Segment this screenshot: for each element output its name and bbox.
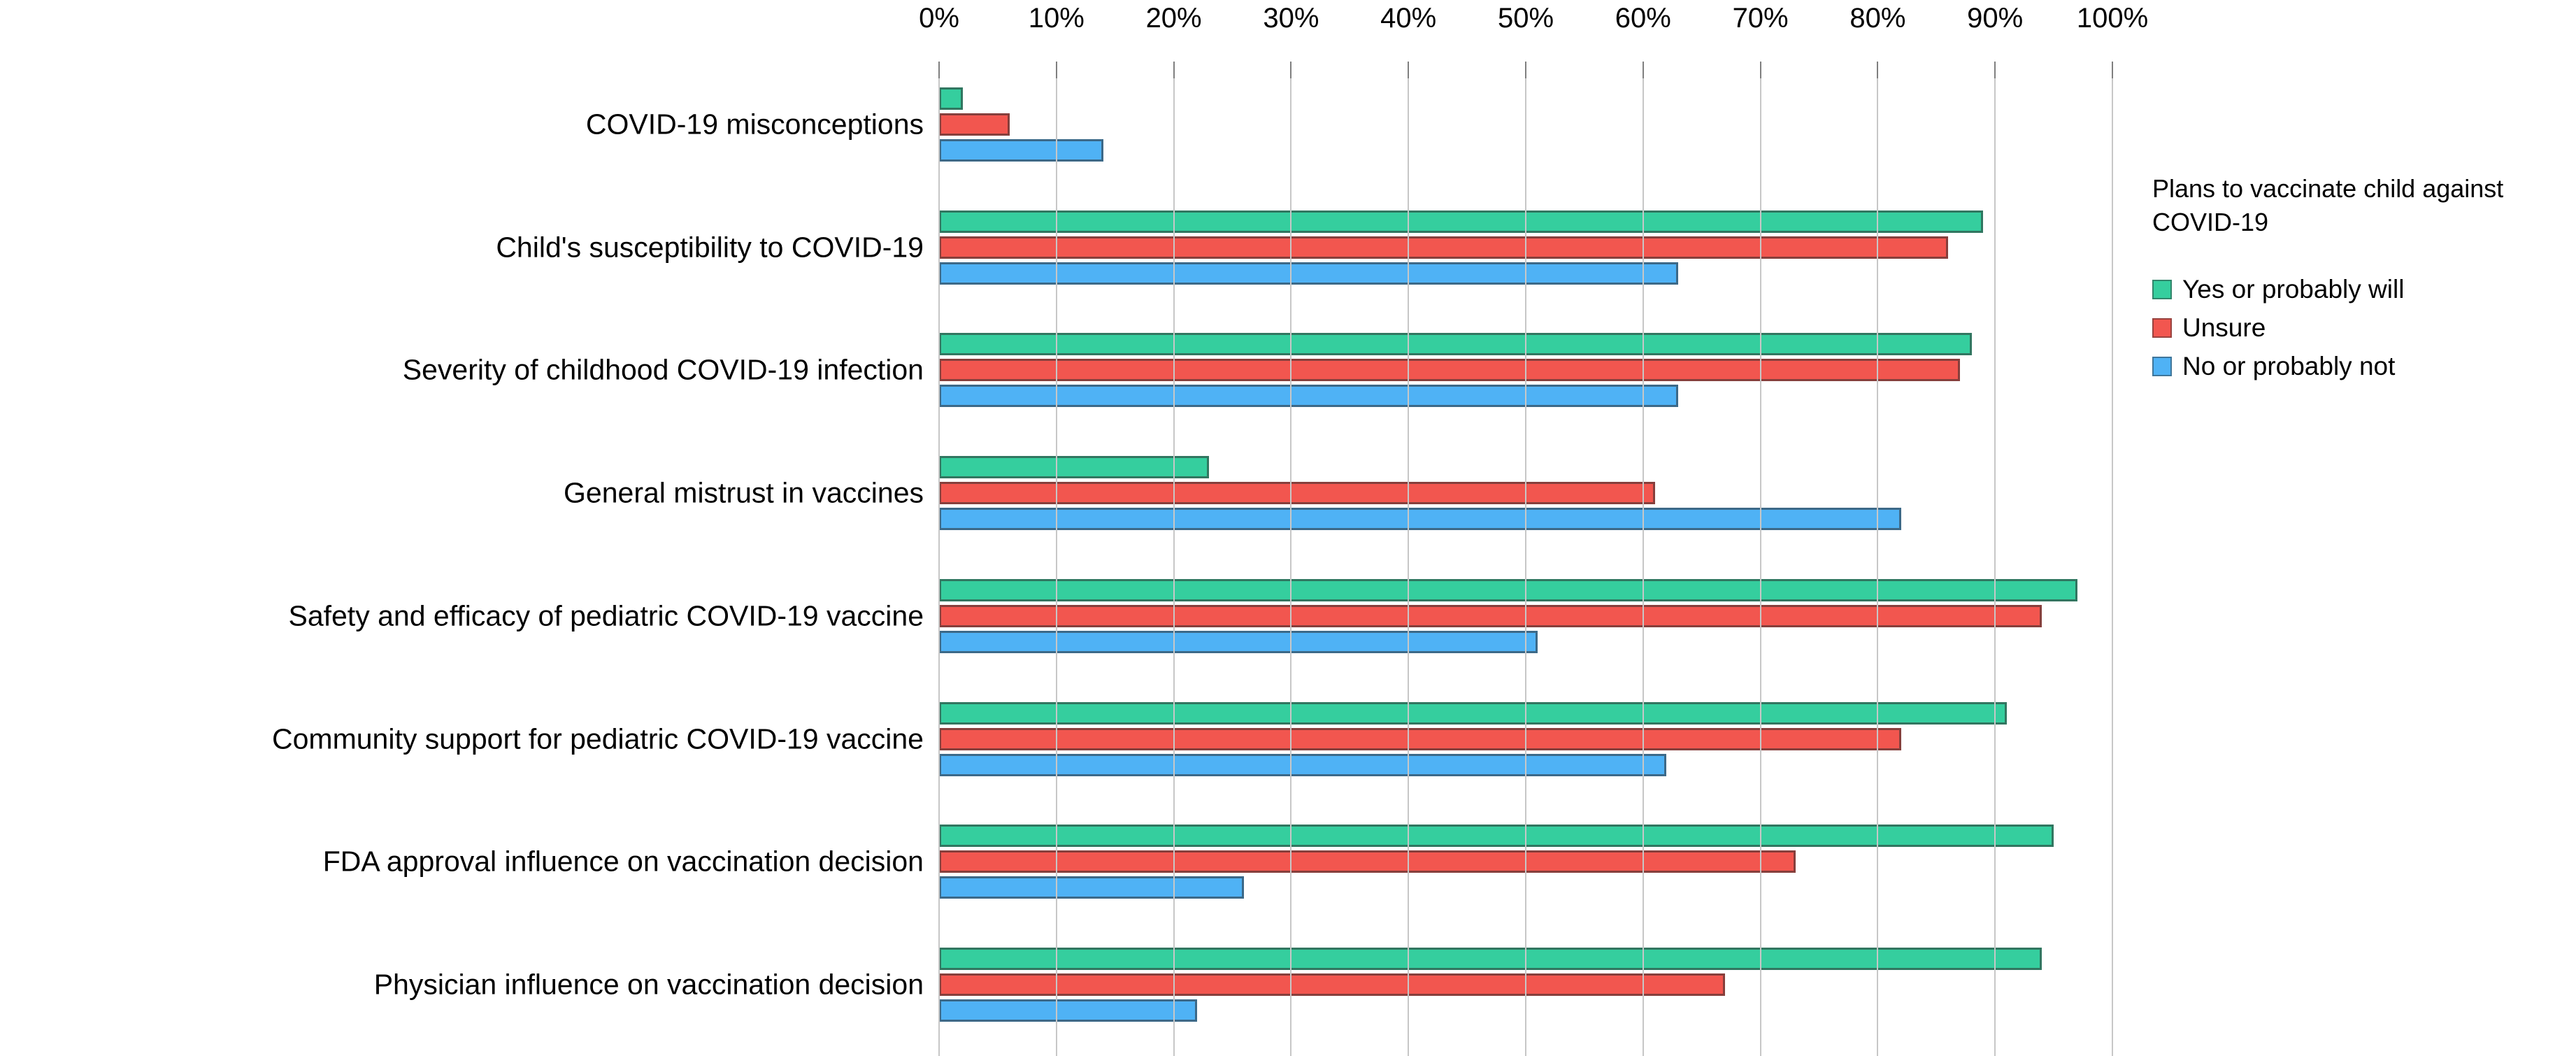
- bar-unsure: [939, 850, 1796, 873]
- bar-no-or-probably-not: [939, 753, 1667, 776]
- bar-no-or-probably-not: [939, 262, 1679, 285]
- gridline-100%: [2112, 62, 2113, 1056]
- gridline-80%: [1877, 62, 1879, 1056]
- bar-yes-or-probably-will: [939, 333, 1972, 356]
- bar-no-or-probably-not: [939, 385, 1679, 408]
- axis-tick-label: 30%: [1263, 3, 1319, 34]
- axis-tick: [938, 62, 940, 78]
- bar-unsure: [939, 482, 1655, 505]
- bar-yes-or-probably-will: [939, 456, 1209, 479]
- category-group: Severity of childhood COVID-19 infection: [403, 309, 2112, 432]
- gridline-10%: [1055, 62, 1057, 1056]
- bar-no-or-probably-not: [939, 138, 1103, 162]
- axis-tick-label: 50%: [1497, 3, 1554, 34]
- gridline-50%: [1525, 62, 1526, 1056]
- category-label: Community support for pediatric COVID-19…: [272, 722, 924, 755]
- category-label: Safety and efficacy of pediatric COVID-1…: [288, 599, 924, 632]
- axis-tick: [1525, 62, 1526, 78]
- bar-no-or-probably-not: [939, 999, 1198, 1022]
- bar-groups: COVID-19 misconceptions Child's susceptib…: [272, 63, 2112, 1046]
- axis-tick: [2112, 62, 2113, 78]
- category-group: FDA approval influence on vaccination de…: [323, 801, 2112, 924]
- legend-title: Plans to vaccinate child against COVID-1…: [2152, 174, 2504, 236]
- axis-tick: [1290, 62, 1292, 78]
- plot-area: COVID-19 misconceptions Child's susceptib…: [272, 0, 2148, 1056]
- axis-tick-label: 10%: [1028, 3, 1085, 34]
- axis-tick-label: 0%: [919, 3, 959, 34]
- axis-tick: [1408, 62, 1410, 78]
- legend-item: Yes or probably will: [2152, 275, 2565, 304]
- category-label: General mistrust in vaccines: [564, 476, 924, 509]
- axis-tick-label: 100%: [2076, 3, 2149, 34]
- bar-yes-or-probably-will: [939, 210, 1984, 233]
- category-label: FDA approval influence on vaccination de…: [322, 845, 924, 878]
- category-label: COVID-19 misconceptions: [585, 108, 924, 141]
- bar-unsure: [939, 727, 1901, 750]
- bar-unsure: [939, 604, 2042, 627]
- bar-unsure: [939, 359, 1960, 382]
- bar-yes-or-probably-will: [939, 948, 2042, 971]
- axis-tick-label: 80%: [1849, 3, 1906, 34]
- axis-tick-label: 20%: [1145, 3, 1202, 34]
- axis-tick: [1994, 62, 1996, 78]
- gridline-0%: [938, 62, 940, 1056]
- category-group: General mistrust in vaccines: [564, 431, 2112, 555]
- legend-item-label: Unsure: [2182, 313, 2266, 343]
- legend-item-label: Yes or probably will: [2182, 275, 2405, 304]
- legend: Plans to vaccinate child against COVID-1…: [2152, 172, 2565, 390]
- axis-tick-label: 40%: [1380, 3, 1437, 34]
- axis-tick-label: 60%: [1615, 3, 1671, 34]
- axis-tick: [1642, 62, 1644, 78]
- bar-no-or-probably-not: [939, 630, 1538, 653]
- bar-unsure: [939, 236, 1949, 259]
- axis-tick: [1173, 62, 1175, 78]
- bar-yes-or-probably-will: [939, 87, 963, 110]
- bar-yes-or-probably-will: [939, 578, 2077, 601]
- axis-tick: [1055, 62, 1057, 78]
- axis-tick: [1759, 62, 1761, 78]
- legend-item: Unsure: [2152, 313, 2565, 343]
- category-label: Physician influence on vaccination decis…: [373, 968, 924, 1001]
- bar-unsure: [939, 973, 1726, 997]
- axis-tick-label: 90%: [1967, 3, 2024, 34]
- category-group: Safety and efficacy of pediatric COVID-1…: [288, 555, 2112, 678]
- gridline-70%: [1759, 62, 1761, 1056]
- axis-tick: [1877, 62, 1879, 78]
- category-group: COVID-19 misconceptions: [586, 63, 2112, 186]
- category-label: Child's susceptibility to COVID-19: [496, 231, 924, 264]
- bar-unsure: [939, 113, 1010, 136]
- gridline-90%: [1994, 62, 1996, 1056]
- category-group: Community support for pediatric COVID-19…: [272, 678, 2112, 801]
- legend-item-label: No or probably not: [2182, 352, 2396, 381]
- legend-swatch-icon: [2152, 357, 2172, 377]
- gridline-60%: [1642, 62, 1644, 1056]
- axis-tick-label: 70%: [1732, 3, 1789, 34]
- bar-no-or-probably-not: [939, 508, 1901, 531]
- category-group: Physician influence on vaccination decis…: [374, 923, 2112, 1046]
- category-label: Severity of childhood COVID-19 infection: [402, 353, 924, 386]
- gridline-40%: [1408, 62, 1410, 1056]
- legend-swatch-icon: [2152, 318, 2172, 338]
- legend-items: Yes or probably will Unsure No or probably…: [2152, 275, 2565, 381]
- gridline-20%: [1173, 62, 1175, 1056]
- gridline-30%: [1290, 62, 1292, 1056]
- bar-yes-or-probably-will: [939, 701, 2007, 725]
- legend-item: No or probably not: [2152, 352, 2565, 381]
- legend-swatch-icon: [2152, 280, 2172, 300]
- bar-no-or-probably-not: [939, 876, 1245, 899]
- category-group: Child's susceptibility to COVID-19: [496, 186, 2112, 309]
- bar-yes-or-probably-will: [939, 825, 2054, 848]
